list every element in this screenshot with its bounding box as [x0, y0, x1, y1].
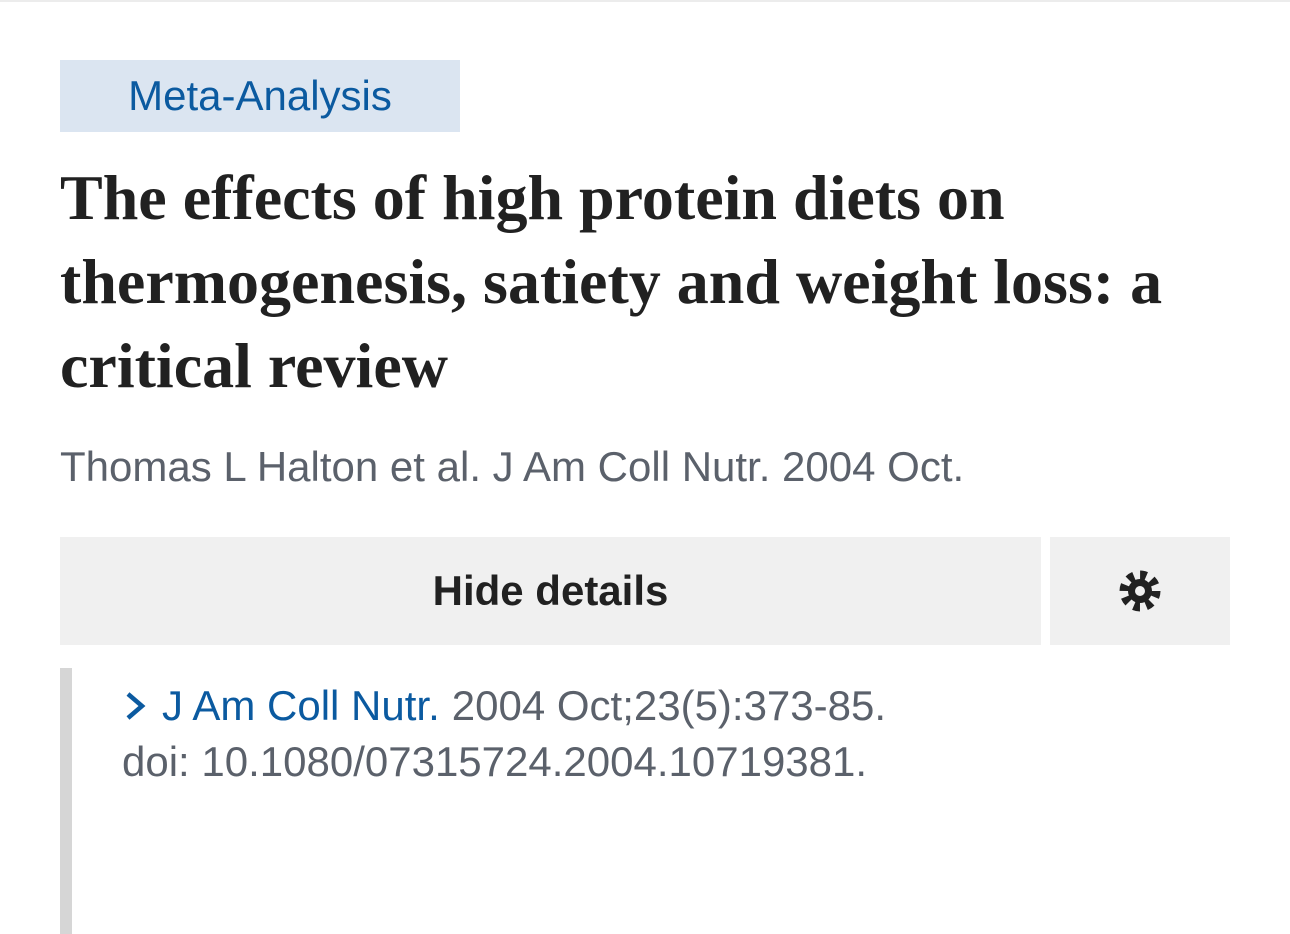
gear-icon	[1119, 570, 1161, 612]
journal-link[interactable]: J Am Coll Nutr.	[162, 682, 440, 729]
journal-line: J Am Coll Nutr. 2004 Oct;23(5):373-85.	[122, 678, 1222, 734]
gear-hole	[1135, 586, 1145, 596]
gear-teeth	[1119, 570, 1161, 612]
settings-button[interactable]	[1050, 537, 1230, 645]
details-side-bar	[60, 668, 72, 934]
chevron-icon	[126, 692, 146, 720]
hide-details-button[interactable]: Hide details	[60, 537, 1041, 645]
article-type-badge: Meta-Analysis	[60, 60, 460, 132]
doi: doi: 10.1080/07315724.2004.10719381.	[122, 738, 868, 785]
top-border	[0, 0, 1290, 2]
details-panel: J Am Coll Nutr. 2004 Oct;23(5):373-85. do…	[122, 678, 1222, 790]
chevron	[126, 692, 146, 720]
short-citation: Thomas L Halton et al. J Am Coll Nutr. 2…	[60, 443, 965, 490]
article-title: The effects of high protein diets on the…	[60, 162, 1163, 401]
journal-issue: 2004 Oct;23(5):373-85.	[451, 682, 887, 729]
